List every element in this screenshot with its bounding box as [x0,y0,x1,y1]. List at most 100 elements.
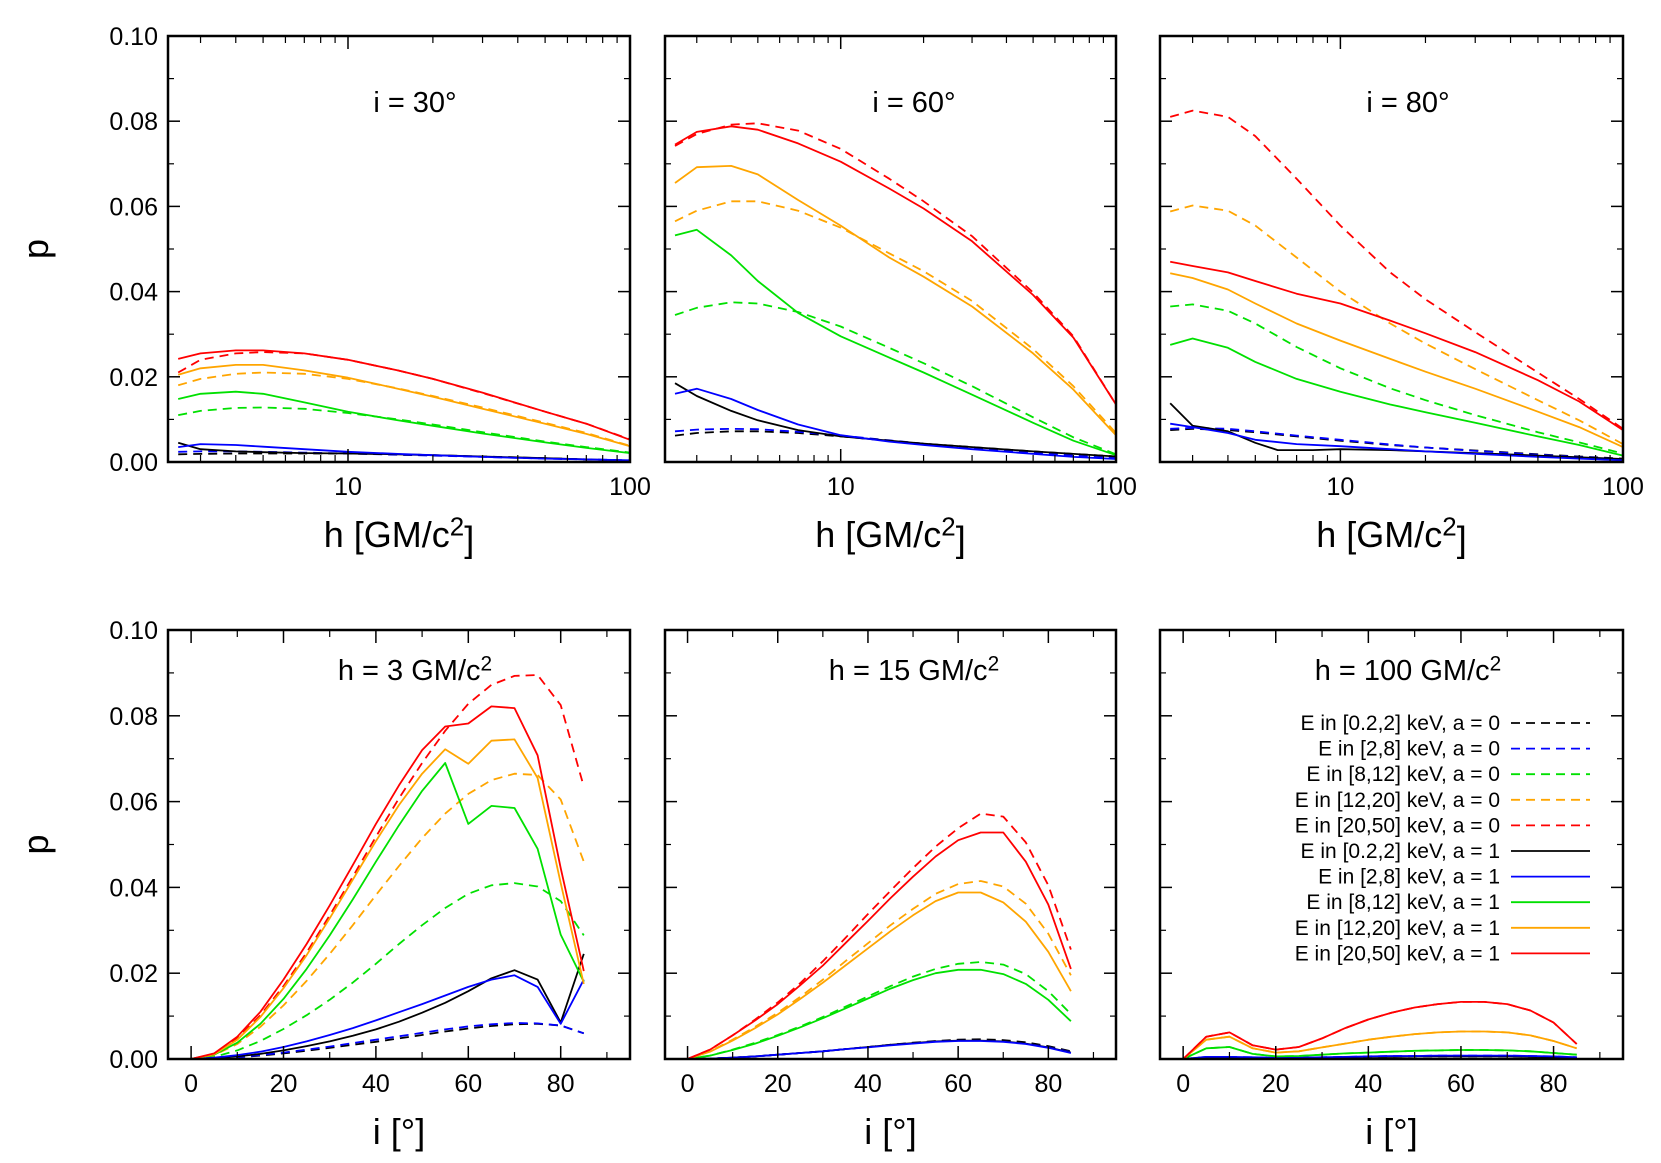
x-tick-label: 20 [270,1070,298,1098]
y-tick-label: 0.08 [109,108,158,136]
series-line-8 [674,228,1117,457]
series-line-8 [190,762,585,1060]
panel-2: 10 100 h [GM/c2] i = 60° [663,34,1137,560]
panel-5: 0 20 40 60 80 i [°] h = 15 GM/c2 [663,628,1118,1152]
series-line-9 [177,363,631,448]
x-tick-label: 80 [547,1070,575,1098]
series-line-5 [687,812,1072,1060]
y-tick-label: 0.04 [109,279,158,307]
panel-4: 0.00 0.02 0.04 0.06 0.08 0.10 0 20 40 60 80 i [°] p h… [15,617,632,1152]
y-tick-label: 0.06 [109,193,158,221]
series-line-9 [190,738,585,1060]
series-line-9 [1170,272,1624,448]
x-tick-label: 40 [1354,1070,1382,1098]
x-tick-label: 0 [1176,1070,1190,1098]
x-tick-label: 0 [184,1070,198,1098]
series-line-9 [687,891,1072,1060]
x-axis-label: i [°] [373,1111,425,1152]
x-tick-label: 100 [609,473,651,501]
legend-label: E in [20,50] keV, a = 1 [1295,942,1500,965]
legend-entry: E in [20,50] keV, a = 0 [1295,814,1590,837]
series-line-4 [1169,204,1624,445]
series-line-10 [674,125,1117,405]
x-tick-label: 40 [854,1070,882,1098]
legend-label: E in [20,50] keV, a = 0 [1295,814,1500,837]
y-axis-label: p [15,834,56,854]
panel-title: i = 60° [872,87,955,119]
legend-entry: E in [12,20] keV, a = 0 [1295,789,1590,812]
series-line-4 [674,200,1117,434]
x-tick-label: 40 [362,1070,390,1098]
series-line-7 [1170,422,1624,462]
panel-title: i = 80° [1366,87,1449,119]
series-line-6 [674,382,1117,458]
series-line-7 [674,387,1117,460]
legend-label: E in [2,8] keV, a = 0 [1318,738,1500,761]
panel-1: 0.00 0.02 0.04 0.06 0.08 0.10 10 100 h [GM/c2] p i… [15,23,651,560]
y-tick-label: 0.00 [109,449,158,477]
panel-3: 10 100 h [GM/c2] i = 80° [1158,34,1644,560]
series-line-8 [1182,1046,1577,1060]
series-line-2 [674,427,1117,460]
panel-title: h = 3 GM/c2 [338,653,492,687]
series-line-9 [674,164,1117,436]
plot-frame [166,628,632,1061]
plot-frame [663,628,1118,1061]
series-line-10 [1182,1001,1578,1060]
x-tick-label: 100 [1602,473,1644,501]
x-tick-label: 10 [827,473,855,501]
x-tick-label: 0 [681,1070,695,1098]
panel-title: i = 30° [373,87,456,119]
series-line-1 [1170,427,1624,460]
legend-entry: E in [2,8] keV, a = 0 [1318,738,1590,761]
series-line-6 [191,953,585,1060]
series-line-4 [177,371,631,447]
y-tick-label: 0.04 [109,874,158,902]
y-tick-label: 0.02 [109,960,158,988]
series-line-10 [177,349,631,441]
legend-entry: E in [8,12] keV, a = 1 [1306,891,1590,914]
x-tick-label: 60 [454,1070,482,1098]
y-tick-label: 0.00 [109,1046,158,1074]
x-tick-label: 20 [764,1070,792,1098]
legend-entry: E in [0.2,2] keV, a = 1 [1301,840,1590,863]
series-line-5 [1169,109,1624,430]
y-tick-label: 0.08 [109,703,158,731]
series-line-3 [687,961,1072,1060]
x-tick-label: 80 [1540,1070,1568,1098]
x-axis-label: h [GM/c2] [815,513,965,559]
y-tick-label: 0.10 [109,23,158,51]
series-line-5 [190,674,585,1060]
legend: E in [0.2,2] keV, a = 0 E in [2,8] keV, a… [1295,712,1590,965]
legend-label: E in [2,8] keV, a = 1 [1318,866,1500,889]
series-line-3 [674,301,1117,456]
series-line-9 [1182,1030,1577,1060]
legend-entry: E in [8,12] keV, a = 0 [1306,763,1590,786]
series-line-4 [190,772,585,1060]
legend-label: E in [8,12] keV, a = 0 [1306,763,1500,786]
series-line-10 [687,831,1072,1060]
panel-title: h = 100 GM/c2 [1315,653,1502,687]
legend-label: E in [0.2,2] keV, a = 0 [1301,712,1500,735]
series-line-2 [191,1022,585,1060]
legend-label: E in [8,12] keV, a = 1 [1306,891,1500,914]
x-tick-label: 60 [1447,1070,1475,1098]
x-tick-label: 100 [1095,473,1137,501]
series-line-2 [1170,426,1624,460]
y-tick-label: 0.10 [109,617,158,645]
series-line-10 [1170,260,1624,431]
x-axis-label: h [GM/c2] [1316,513,1466,559]
series-line-10 [190,705,585,1060]
series-line-5 [674,122,1117,405]
series-line-8 [177,390,631,454]
y-tick-label: 0.02 [109,364,158,392]
x-tick-label: 80 [1034,1070,1062,1098]
y-tick-label: 0.06 [109,789,158,817]
series-line-8 [687,968,1072,1060]
legend-entry: E in [0.2,2] keV, a = 0 [1301,712,1590,735]
series-line-8 [1169,337,1624,457]
x-tick-label: 60 [944,1070,972,1098]
legend-label: E in [0.2,2] keV, a = 1 [1301,840,1500,863]
x-tick-label: 20 [1262,1070,1290,1098]
